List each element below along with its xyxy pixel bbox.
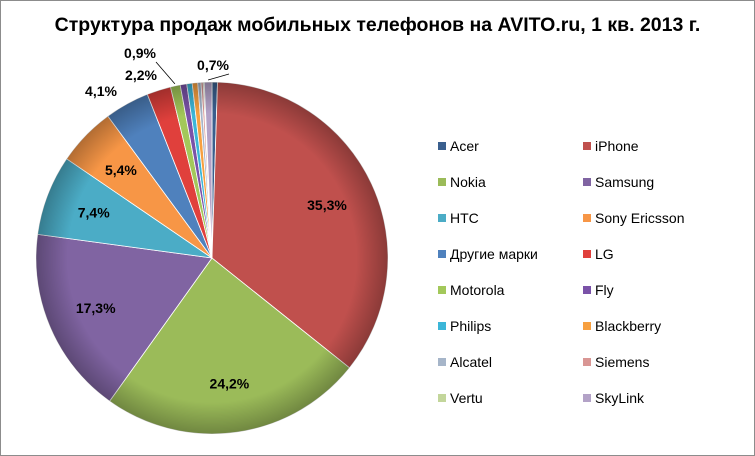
legend-label-blackberry: Blackberry [595, 318, 661, 334]
legend-swatch-skylink [583, 394, 591, 402]
legend-swatch-blackberry [583, 322, 591, 330]
legend-label-lg: LG [595, 246, 614, 262]
data-label-nokia: 24,2% [210, 376, 250, 392]
legend-label-alcatel: Alcatel [450, 354, 492, 370]
legend-swatch-samsung [583, 178, 591, 186]
legend-label-nokia: Nokia [450, 174, 486, 190]
legend-label-acer: Acer [450, 138, 479, 154]
data-label-sony-ericsson: 5,4% [105, 162, 137, 178]
legend-label-другие-марки: Другие марки [450, 246, 538, 262]
legend-swatch-htc [438, 214, 446, 222]
legend-label-fly: Fly [595, 282, 614, 298]
data-label-skylink: 0,7% [197, 57, 229, 73]
leader-line-motorola [155, 61, 176, 85]
data-label-другие-марки: 4,1% [85, 83, 117, 99]
leader-line-skylink [207, 73, 230, 81]
legend-swatch-sony-ericsson [583, 214, 591, 222]
legend-label-samsung: Samsung [595, 174, 654, 190]
legend-label-htc: HTC [450, 210, 479, 226]
legend-label-skylink: SkyLink [595, 390, 645, 406]
legend-label-motorola: Motorola [450, 282, 505, 298]
legend-swatch-philips [438, 322, 446, 330]
legend-label-siemens: Siemens [595, 354, 649, 370]
legend-swatch-lg [583, 250, 591, 258]
legend-label-vertu: Vertu [450, 390, 483, 406]
legend-swatch-iphone [583, 142, 591, 150]
data-label-lg: 2,2% [125, 67, 157, 83]
legend-swatch-fly [583, 286, 591, 294]
legend-swatch-acer [438, 142, 446, 150]
legend-label-iphone: iPhone [595, 138, 639, 154]
legend-label-philips: Philips [450, 318, 491, 334]
legend: Acer iPhone Nokia Samsung HTC Sony Ericsson Др… [438, 138, 684, 406]
legend-swatch-alcatel [438, 358, 446, 366]
legend-swatch-vertu [438, 394, 446, 402]
data-label-iphone: 35,3% [307, 197, 347, 213]
legend-swatch-другие-марки [438, 250, 446, 258]
legend-swatch-siemens [583, 358, 591, 366]
data-label-samsung: 17,3% [76, 300, 116, 316]
legend-swatch-motorola [438, 286, 446, 294]
data-label-htc: 7,4% [78, 205, 110, 221]
legend-swatch-nokia [438, 178, 446, 186]
legend-label-sony-ericsson: Sony Ericsson [595, 210, 684, 226]
data-label-motorola: 0,9% [124, 45, 156, 61]
chart-title: Структура продаж мобильных телефонов на … [54, 14, 701, 36]
